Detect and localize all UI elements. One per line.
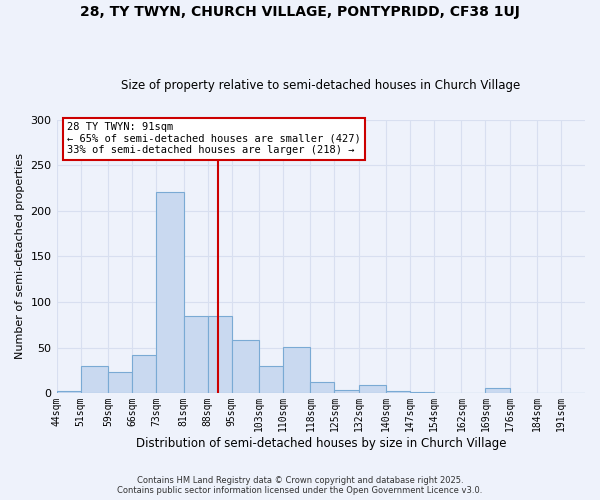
Bar: [509, 392, 537, 394]
Bar: [232, 340, 259, 394]
Text: 28, TY TWYN, CHURCH VILLAGE, PONTYPRIDD, CF38 1UJ: 28, TY TWYN, CHURCH VILLAGE, PONTYPRIDD,…: [80, 5, 520, 19]
Bar: [410, 392, 434, 394]
Bar: [208, 316, 232, 394]
Bar: [359, 385, 386, 394]
Bar: [184, 316, 208, 394]
X-axis label: Distribution of semi-detached houses by size in Church Village: Distribution of semi-detached houses by …: [136, 437, 506, 450]
Bar: [259, 366, 283, 394]
Bar: [461, 392, 485, 394]
Bar: [56, 390, 80, 394]
Bar: [80, 366, 108, 394]
Bar: [108, 372, 132, 394]
Bar: [386, 390, 410, 394]
Text: Contains HM Land Registry data © Crown copyright and database right 2025.
Contai: Contains HM Land Registry data © Crown c…: [118, 476, 482, 495]
Text: 28 TY TWYN: 91sqm
← 65% of semi-detached houses are smaller (427)
33% of semi-de: 28 TY TWYN: 91sqm ← 65% of semi-detached…: [67, 122, 361, 156]
Bar: [334, 390, 359, 394]
Y-axis label: Number of semi-detached properties: Number of semi-detached properties: [15, 154, 25, 360]
Bar: [310, 382, 334, 394]
Bar: [132, 355, 156, 394]
Title: Size of property relative to semi-detached houses in Church Village: Size of property relative to semi-detach…: [121, 79, 520, 92]
Bar: [156, 192, 184, 394]
Bar: [283, 347, 310, 394]
Bar: [485, 388, 509, 394]
Bar: [537, 392, 561, 394]
Bar: [434, 392, 461, 394]
